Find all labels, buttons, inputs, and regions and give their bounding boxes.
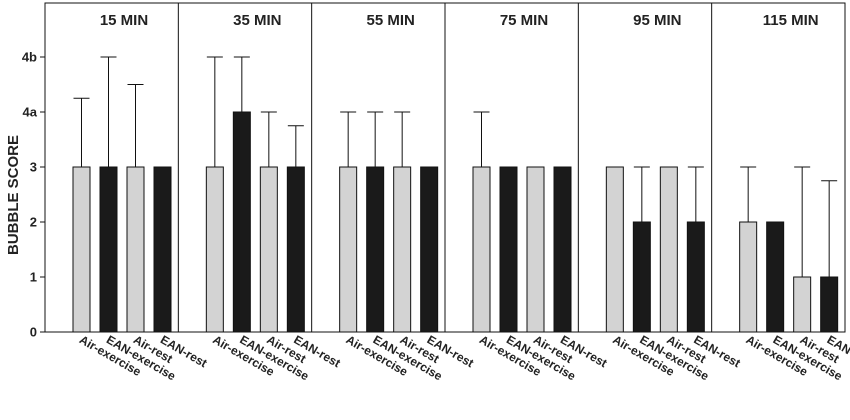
bar bbox=[605, 166, 624, 333]
panels: 15 MINAir-exerciseEAN-exerciseAir-restEA… bbox=[72, 3, 850, 383]
panel: 35 MINAir-exerciseEAN-exerciseAir-restEA… bbox=[177, 3, 343, 383]
y-tick-label: 0 bbox=[30, 325, 37, 340]
panel-title: 95 MIN bbox=[633, 12, 681, 29]
panel: 75 MINAir-exerciseEAN-exerciseAir-restEA… bbox=[444, 3, 609, 383]
y-tick-label: 4a bbox=[23, 105, 38, 120]
bar bbox=[686, 221, 705, 333]
bar bbox=[472, 166, 491, 333]
y-tick-label: 3 bbox=[30, 160, 37, 175]
y-axis-label: BUBBLE SCORE bbox=[5, 135, 22, 255]
bar bbox=[420, 166, 439, 333]
bar bbox=[793, 276, 812, 333]
bar bbox=[553, 166, 572, 333]
panel: 95 MINAir-exerciseEAN-exerciseAir-restEA… bbox=[577, 3, 743, 383]
y-tick-label: 2 bbox=[30, 215, 37, 230]
bar bbox=[286, 166, 305, 333]
panel: 115 MINAir-exerciseEAN-exerciseAir-restE… bbox=[711, 3, 850, 383]
bar bbox=[766, 221, 785, 333]
bar bbox=[259, 166, 278, 333]
bar bbox=[232, 111, 251, 333]
bar bbox=[72, 166, 91, 333]
bar bbox=[339, 166, 358, 333]
panel-title: 55 MIN bbox=[366, 12, 414, 29]
panel-title: 15 MIN bbox=[100, 12, 148, 29]
panel-title: 115 MIN bbox=[763, 12, 819, 29]
bar bbox=[632, 221, 651, 333]
bar bbox=[153, 166, 172, 333]
bar bbox=[659, 166, 678, 333]
bar bbox=[126, 166, 145, 333]
panel-title: 35 MIN bbox=[233, 12, 281, 29]
y-tick-label: 1 bbox=[30, 270, 37, 285]
bar bbox=[393, 166, 412, 333]
bar bbox=[739, 221, 758, 333]
bar bbox=[205, 166, 224, 333]
bar bbox=[820, 276, 839, 333]
bar bbox=[499, 166, 518, 333]
panel: 15 MINAir-exerciseEAN-exerciseAir-restEA… bbox=[72, 12, 209, 383]
bar bbox=[99, 166, 118, 333]
bar bbox=[526, 166, 545, 333]
bar bbox=[366, 166, 385, 333]
panel-title: 75 MIN bbox=[500, 12, 548, 29]
panel: 55 MINAir-exerciseEAN-exerciseAir-restEA… bbox=[311, 3, 476, 383]
y-tick-label: 4b bbox=[22, 50, 37, 65]
